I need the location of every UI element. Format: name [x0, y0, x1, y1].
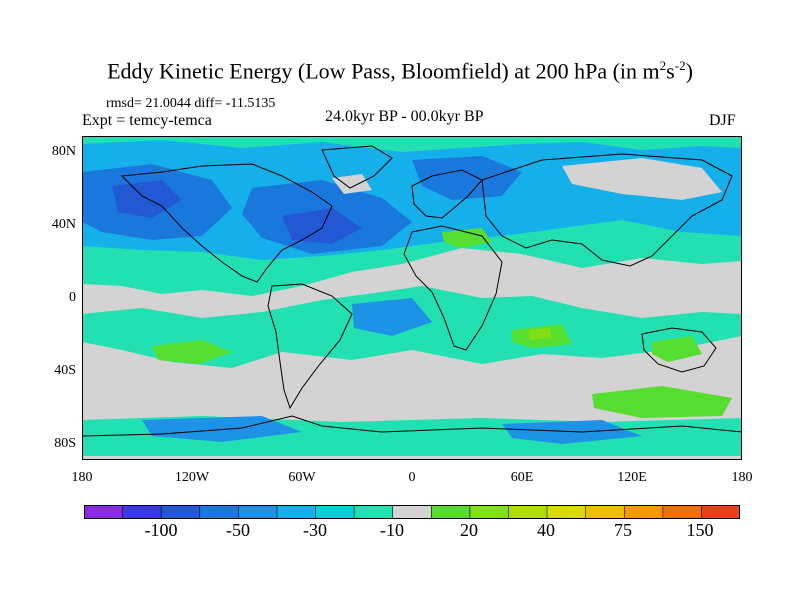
experiment-label: Expt = temcy-temca [82, 112, 212, 129]
colorbar-label-neg30: -30 [303, 520, 327, 540]
lon-label-120e: 120E [617, 470, 647, 485]
title-text: Eddy Kinetic Energy (Low Pass, Bloomfiel… [107, 58, 660, 84]
map-frame [82, 136, 742, 460]
coast-europe [411, 169, 483, 219]
colorbar-segment [431, 505, 471, 519]
lat-label-40n: 40N [51, 217, 76, 232]
colorbar-segment [122, 505, 162, 519]
green-australia [652, 336, 702, 362]
period-label: 24.0kyr BP - 00.0kyr BP [325, 108, 484, 125]
coast-australia [641, 327, 717, 373]
colorbar-segment [238, 505, 278, 519]
colorbar-segment [508, 505, 548, 519]
gray-greenland [332, 174, 372, 194]
season-label: DJF [709, 112, 736, 129]
lat-label-80s: 80S [54, 436, 76, 451]
title-end: ) [685, 58, 693, 84]
colorbar-segment [547, 505, 586, 519]
colorbar-segment [161, 505, 201, 519]
title-mid: s [666, 58, 675, 84]
colorbar-segment [469, 505, 509, 519]
green-mediterranean [442, 228, 492, 248]
colorbar-label-150: 150 [686, 520, 714, 540]
green-southern-ocean [592, 386, 732, 418]
yellow-green-spot [528, 328, 552, 340]
colorbar-frame [84, 505, 740, 519]
colorbar-segment [392, 505, 432, 519]
plot-title: Eddy Kinetic Energy (Low Pass, Bloomfiel… [0, 58, 800, 84]
stats-text: rmsd= 21.0044 diff= -11.5135 [106, 96, 276, 111]
colorbar-label-75: 75 [614, 520, 632, 540]
colorbar-label-neg50: -50 [226, 520, 250, 540]
colorbar-segment [701, 505, 740, 519]
lon-label-180w: 180 [71, 470, 93, 485]
lon-label-180e: 180 [731, 470, 753, 485]
colorbar-segment [315, 505, 355, 519]
coast-north-america [120, 163, 333, 283]
lon-label-120w: 120W [174, 470, 210, 485]
coast-asia [481, 153, 733, 267]
colorbar-label-20: 20 [460, 520, 478, 540]
blue-core-northamerica [282, 208, 362, 244]
colorbar [84, 505, 740, 519]
colorbar-segment [276, 505, 316, 519]
coast-greenland [321, 145, 393, 189]
colorbar-label-40: 40 [537, 520, 555, 540]
lon-label-60e: 60E [510, 470, 534, 485]
lon-label-0: 0 [408, 470, 416, 485]
gray-siberia [562, 158, 722, 200]
colorbar-segment [624, 505, 664, 519]
lon-label-60w: 60W [288, 470, 316, 485]
blue-core-europe [412, 156, 522, 200]
coast-africa [403, 225, 503, 351]
colorbar-label-neg10: -10 [380, 520, 404, 540]
lat-label-80n: 80N [51, 144, 76, 159]
colorbar-segment [662, 505, 702, 519]
title-sup-2: -2 [674, 58, 686, 73]
coastlines [82, 145, 742, 437]
colorbar-segment [585, 505, 625, 519]
colorbar-segment [199, 505, 239, 519]
lat-label-40s: 40S [54, 363, 76, 378]
colorbar-segment [354, 505, 394, 519]
green-southpacific [152, 340, 232, 364]
blue-cell-southern [352, 298, 432, 336]
lat-label-0: 0 [69, 290, 76, 305]
colorbar-label-neg100: -100 [144, 520, 178, 540]
coast-south-america [267, 283, 353, 410]
colorbar-segment [84, 505, 123, 519]
title-sup-1: 2 [659, 58, 667, 73]
map-panel [82, 136, 742, 460]
coast-antarctica [82, 415, 742, 437]
